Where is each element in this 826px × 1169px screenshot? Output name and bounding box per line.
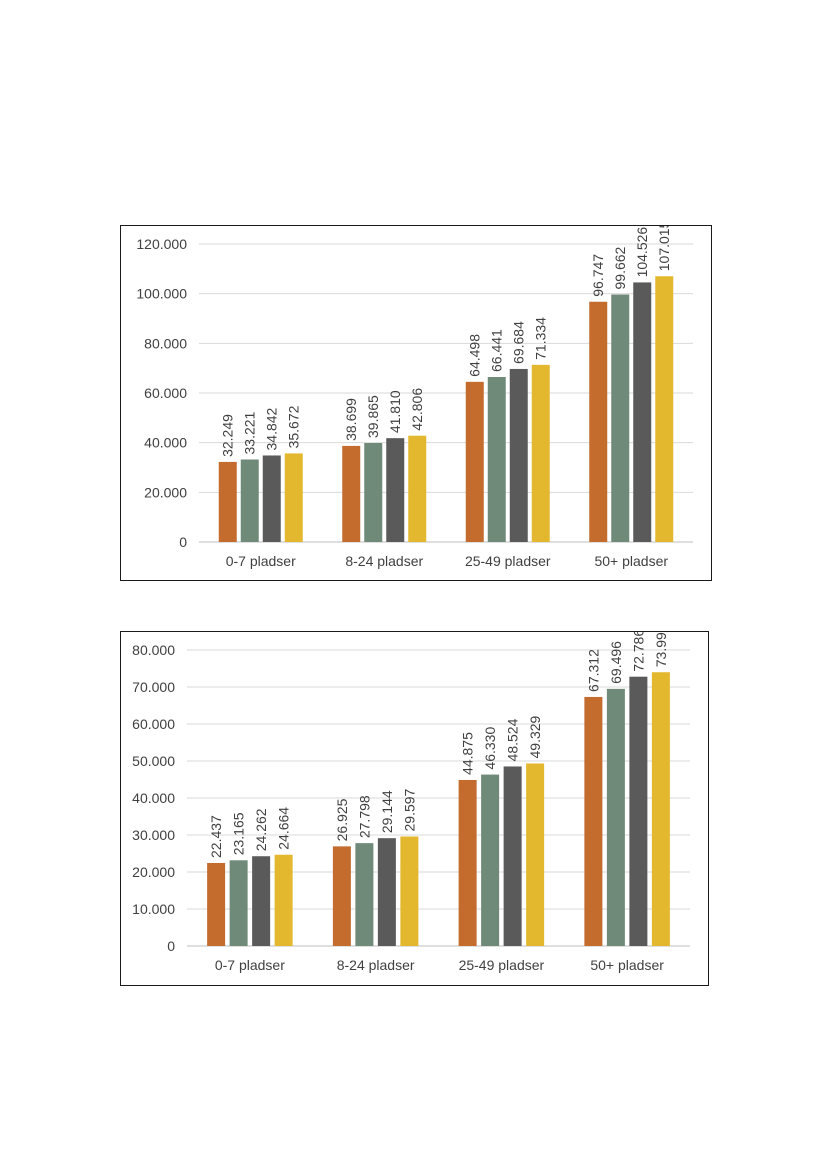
y-tick-label: 80.000 <box>132 642 175 658</box>
chart-2: 0 10.000 20.000 30.000 40.000 50.000 60.000 70.… <box>120 631 709 986</box>
data-label: 64.498 <box>467 334 483 377</box>
x-tick-label: 25-49 pladser <box>465 553 551 569</box>
y-tick-label: 20.000 <box>144 484 187 500</box>
bar <box>408 435 427 542</box>
x-tick-label: 8-24 pladser <box>345 553 423 569</box>
x-tick-label: 25-49 pladser <box>459 957 545 973</box>
chart-1-plot: 0 20.000 40.000 60.000 80.000 100.000 120.000 3… <box>136 226 693 569</box>
data-label: 73.993 <box>653 632 669 667</box>
data-label: 48.524 <box>505 718 521 761</box>
data-label: 71.334 <box>533 317 549 360</box>
y-tick-label: 100.000 <box>136 286 187 302</box>
data-label: 96.747 <box>590 254 606 297</box>
data-label: 49.329 <box>527 715 543 758</box>
data-label: 34.842 <box>264 407 280 450</box>
y-tick-label: 80.000 <box>144 335 187 351</box>
y-tick-label: 60.000 <box>132 716 175 732</box>
bar <box>509 368 528 542</box>
y-tick-label: 40.000 <box>144 435 187 451</box>
data-label: 38.699 <box>343 398 359 441</box>
data-label: 44.875 <box>460 732 476 775</box>
data-label: 69.496 <box>608 641 624 684</box>
data-label: 46.330 <box>482 727 498 770</box>
y-tick-label: 50.000 <box>132 753 175 769</box>
data-label: 29.144 <box>379 790 395 833</box>
y-tick-label: 0 <box>167 938 175 954</box>
bar <box>274 854 293 946</box>
bar <box>503 766 522 946</box>
bar <box>526 763 545 946</box>
bar <box>584 696 603 946</box>
bar <box>481 774 500 946</box>
bar <box>252 856 271 946</box>
bar <box>611 294 630 542</box>
data-label: 66.441 <box>489 329 505 372</box>
bar <box>364 443 383 542</box>
data-label: 24.262 <box>253 808 269 851</box>
data-label: 67.312 <box>585 649 601 692</box>
bar <box>465 381 484 542</box>
data-label: 69.684 <box>511 321 527 364</box>
data-label: 41.810 <box>387 390 403 433</box>
data-label: 35.672 <box>286 405 302 448</box>
chart-1: 0 20.000 40.000 60.000 80.000 100.000 120.000 3… <box>120 225 712 581</box>
bar <box>606 688 625 946</box>
data-label: 42.806 <box>409 388 425 431</box>
bar <box>218 461 237 542</box>
bar <box>240 459 259 542</box>
bar <box>229 860 248 946</box>
bar <box>633 282 652 542</box>
x-tick-label: 0-7 pladser <box>215 957 285 973</box>
bar <box>655 276 674 542</box>
bar <box>531 364 550 542</box>
data-label: 72.786 <box>630 632 646 672</box>
bar <box>342 445 361 542</box>
data-label: 27.798 <box>356 795 372 838</box>
y-tick-label: 0 <box>179 534 187 550</box>
data-label: 107.015 <box>656 226 672 271</box>
data-label: 33.221 <box>242 411 258 454</box>
bar <box>207 862 226 946</box>
bar <box>487 377 506 542</box>
data-label: 32.249 <box>220 414 236 457</box>
bar <box>262 455 281 542</box>
bar <box>651 672 670 946</box>
x-tick-label: 0-7 pladser <box>226 553 296 569</box>
bar <box>355 843 374 946</box>
y-tick-label: 120.000 <box>136 236 187 252</box>
chart-2-plot: 0 10.000 20.000 30.000 40.000 50.000 60.000 70.… <box>132 632 690 973</box>
y-tick-label: 20.000 <box>132 864 175 880</box>
bar <box>589 301 608 542</box>
data-label: 99.662 <box>612 246 628 289</box>
bar <box>284 453 303 542</box>
bar <box>386 438 405 542</box>
data-label: 29.597 <box>401 788 417 831</box>
y-tick-label: 30.000 <box>132 827 175 843</box>
bar <box>629 676 648 946</box>
y-tick-label: 60.000 <box>144 385 187 401</box>
data-label: 104.526 <box>634 227 650 278</box>
x-tick-label: 50+ pladser <box>594 553 668 569</box>
y-tick-label: 70.000 <box>132 679 175 695</box>
data-label: 24.664 <box>276 807 292 850</box>
data-label: 22.437 <box>208 815 224 858</box>
bar <box>377 838 396 946</box>
x-tick-label: 8-24 pladser <box>337 957 415 973</box>
y-tick-label: 40.000 <box>132 790 175 806</box>
y-tick-label: 10.000 <box>132 901 175 917</box>
data-label: 26.925 <box>334 798 350 841</box>
bar <box>400 836 419 946</box>
data-label: 23.165 <box>231 812 247 855</box>
bar <box>332 846 351 946</box>
bar <box>458 779 477 946</box>
data-label: 39.865 <box>365 395 381 438</box>
x-tick-label: 50+ pladser <box>590 957 664 973</box>
